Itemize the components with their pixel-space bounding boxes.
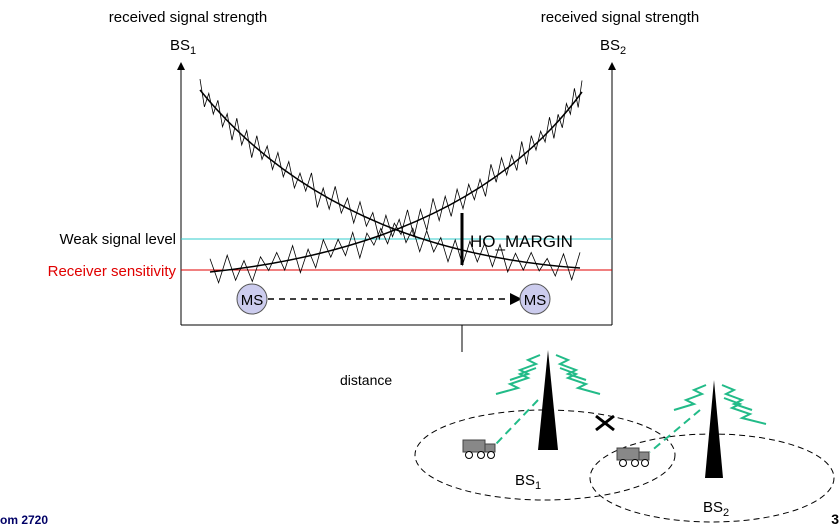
page-number: 3 (831, 511, 839, 527)
radio-waves (494, 354, 767, 453)
mobile-unit (462, 439, 650, 467)
ms-circle (236, 283, 268, 315)
tower (705, 380, 723, 478)
cell (414, 409, 676, 501)
margin-label: HO_MARGIN (470, 232, 573, 251)
bs2-curve (209, 91, 583, 273)
axis-station: BS1 (170, 37, 196, 57)
axis-label: received signal strength (541, 9, 699, 26)
blocked-link (595, 414, 615, 432)
weak-label: Weak signal level (60, 231, 176, 248)
ms-label: MS (241, 292, 264, 309)
ms-label: MS (524, 292, 547, 309)
bs1-noise (199, 79, 581, 282)
bs1-curve (199, 89, 581, 269)
axis-station: BS2 (600, 37, 626, 57)
footer-left: om 2720 (0, 513, 48, 527)
cell-label: BS1 (515, 472, 541, 492)
axis-label: received signal strength (109, 9, 267, 26)
ms-circle (519, 283, 551, 315)
cell-label: BS2 (703, 499, 729, 519)
sensitivity-label: Receiver sensitivity (48, 263, 177, 280)
axes (177, 62, 616, 352)
x-label: distance (340, 372, 392, 388)
bs2-noise (209, 80, 583, 285)
tower (538, 350, 558, 450)
